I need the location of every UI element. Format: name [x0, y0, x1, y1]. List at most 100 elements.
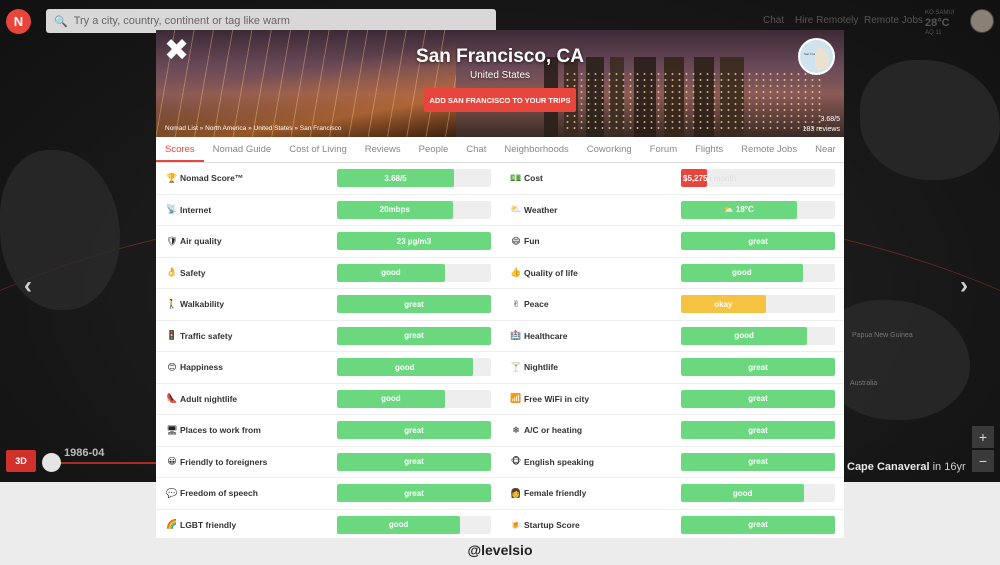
- score-row-friendly-to-foreigners[interactable]: 😀 Friendly to foreigners great: [156, 447, 500, 478]
- score-row-places-to-work-from[interactable]: 🖥 Places to work from great: [156, 415, 500, 447]
- score-row-quality-of-life[interactable]: 👍 Quality of life good: [500, 258, 844, 289]
- score-bar-fill: [337, 200, 453, 219]
- toggle-3d-button[interactable]: 3D: [6, 450, 36, 472]
- score-row-lgbt-friendly[interactable]: 🌈 LGBT friendly good: [156, 510, 500, 539]
- score-bar[interactable]: 3.68/5: [337, 169, 491, 188]
- tab-nomad-guide[interactable]: Nomad Guide: [212, 144, 272, 155]
- safety-icon: 👌: [166, 267, 178, 278]
- search-input[interactable]: [73, 15, 494, 27]
- score-bar[interactable]: good: [681, 263, 835, 282]
- score-row-internet[interactable]: 📡 Internet 20mbps: [156, 195, 500, 226]
- city-hero: ✖ San Francisco, CA United States ADD SA…: [156, 30, 844, 137]
- nomadlist-logo[interactable]: N: [6, 9, 31, 34]
- search-bar[interactable]: 🔍: [46, 9, 496, 33]
- tab-cost-of-living[interactable]: Cost of Living: [289, 144, 347, 155]
- chevron-right-icon[interactable]: ›: [960, 272, 968, 299]
- score-label: Nightlife: [524, 362, 558, 373]
- score-bar-fill: [337, 515, 461, 534]
- score-row-happiness[interactable]: 😊 Happiness good: [156, 352, 500, 384]
- tab-flights[interactable]: Flights: [695, 144, 724, 155]
- score-label: English speaking: [524, 456, 594, 467]
- score-row-air-quality[interactable]: 🛡 Air quality 23 µg/m3: [156, 226, 500, 258]
- score-bar[interactable]: $5,275/ month: [681, 169, 835, 188]
- timeline-handle[interactable]: [42, 453, 61, 472]
- score-row-female-friendly[interactable]: 👩 Female friendly good: [500, 478, 844, 510]
- score-row-english-speaking[interactable]: 🐵 English speaking great: [500, 447, 844, 478]
- score-row-a-c-or-heating[interactable]: ❄ A/C or heating great: [500, 415, 844, 447]
- add-to-trips-button[interactable]: ADD SAN FRANCISCO TO YOUR TRIPS: [424, 88, 576, 112]
- score-value: $5,275/ month: [683, 169, 736, 187]
- breadcrumb[interactable]: Nomad List » North America » United Stat…: [165, 125, 342, 132]
- score-bar[interactable]: great: [337, 484, 491, 503]
- score-bar[interactable]: great: [337, 421, 491, 440]
- score-bar[interactable]: great: [681, 452, 835, 471]
- mini-map[interactable]: San Francisco: [798, 38, 835, 75]
- chevron-left-icon[interactable]: ‹: [24, 272, 32, 299]
- score-bar[interactable]: great: [337, 295, 491, 314]
- tab-neighborhoods[interactable]: Neighborhoods: [504, 144, 569, 155]
- score-row-freedom-of-speech[interactable]: 💬 Freedom of speech great: [156, 478, 500, 510]
- score-row-cost[interactable]: 💵 Cost $5,275/ month: [500, 163, 844, 195]
- score-bar[interactable]: great: [681, 358, 835, 377]
- score-bar[interactable]: good: [337, 389, 491, 408]
- weather-aq: AQ 11: [925, 30, 942, 36]
- search-icon: 🔍: [54, 15, 68, 28]
- score-row-free-wifi-in-city[interactable]: 📶 Free WiFi in city great: [500, 384, 844, 415]
- tab-reviews[interactable]: Reviews: [364, 144, 401, 155]
- score-bar-fill: [681, 484, 805, 503]
- score-bar-fill: [681, 326, 808, 345]
- caption-rest: in 16yr: [929, 461, 966, 473]
- score-bar-fill: [681, 515, 835, 534]
- score-row-adult-nightlife[interactable]: 👠 Adult nightlife good: [156, 384, 500, 415]
- score-bar[interactable]: great: [681, 232, 835, 251]
- nav-chat[interactable]: Chat: [763, 15, 785, 26]
- score-bar[interactable]: good: [681, 326, 835, 345]
- score-bar[interactable]: 20mbps: [337, 200, 491, 219]
- score-bar[interactable]: good: [337, 358, 491, 377]
- user-avatar[interactable]: [970, 9, 994, 33]
- score-row-fun[interactable]: 😄 Fun great: [500, 226, 844, 258]
- score-row-peace[interactable]: ✌ Peace okay: [500, 289, 844, 321]
- score-value: good: [732, 488, 753, 498]
- walkability-icon: 🚶: [166, 298, 178, 309]
- score-bar[interactable]: great: [681, 421, 835, 440]
- nav-remote-jobs[interactable]: Remote Jobs: [864, 15, 923, 26]
- zoom-in-button[interactable]: +: [972, 426, 994, 448]
- score-row-traffic-safety[interactable]: 🚦 Traffic safety great: [156, 321, 500, 352]
- score-bar[interactable]: great: [337, 452, 491, 471]
- score-bar[interactable]: okay: [681, 295, 835, 314]
- score-bar-fill: [681, 169, 708, 188]
- air-quality-icon: 🛡: [166, 235, 178, 246]
- score-row-nightlife[interactable]: 🍸 Nightlife great: [500, 352, 844, 384]
- score-row-safety[interactable]: 👌 Safety good: [156, 258, 500, 289]
- rating-reviews[interactable]: 183 reviews: [802, 126, 840, 133]
- score-bar[interactable]: great: [681, 515, 835, 534]
- score-bar[interactable]: good: [337, 263, 491, 282]
- city-country[interactable]: United States: [469, 70, 531, 81]
- lgbt-friendly-icon: 🌈: [166, 519, 178, 530]
- tab-near[interactable]: Near: [815, 144, 836, 155]
- score-bar[interactable]: good: [337, 515, 491, 534]
- score-row-healthcare[interactable]: 🏥 Healthcare good: [500, 321, 844, 352]
- zoom-out-button[interactable]: −: [972, 450, 994, 472]
- nav-hire-remotely[interactable]: Hire Remotely: [795, 15, 859, 26]
- city-tabs: Scores Nomad Guide Cost of Living Reviews Pe…: [156, 137, 844, 163]
- score-bar[interactable]: 23 µg/m3: [337, 232, 491, 251]
- score-row-weather[interactable]: ⛅ Weather ⛅ 18°C: [500, 195, 844, 226]
- tab-forum[interactable]: Forum: [649, 144, 678, 155]
- score-row-nomad-score[interactable]: 🏆 Nomad Score™ 3.68/5: [156, 163, 500, 195]
- tab-scores[interactable]: Scores: [156, 137, 204, 162]
- close-icon[interactable]: ✖: [164, 34, 190, 67]
- tab-remote-jobs[interactable]: Remote Jobs: [741, 144, 798, 155]
- tab-chat[interactable]: Chat: [466, 144, 487, 155]
- tab-people[interactable]: People: [418, 144, 449, 155]
- score-bar[interactable]: great: [337, 326, 491, 345]
- timeline-track[interactable]: [50, 462, 160, 464]
- score-row-startup-score[interactable]: 🍺 Startup Score great: [500, 510, 844, 539]
- score-bar[interactable]: ⛅ 18°C: [681, 200, 835, 219]
- score-label: Weather: [524, 204, 558, 215]
- score-row-walkability[interactable]: 🚶 Walkability great: [156, 289, 500, 321]
- score-bar[interactable]: great: [681, 389, 835, 408]
- score-bar[interactable]: good: [681, 484, 835, 503]
- tab-coworking[interactable]: Coworking: [586, 144, 632, 155]
